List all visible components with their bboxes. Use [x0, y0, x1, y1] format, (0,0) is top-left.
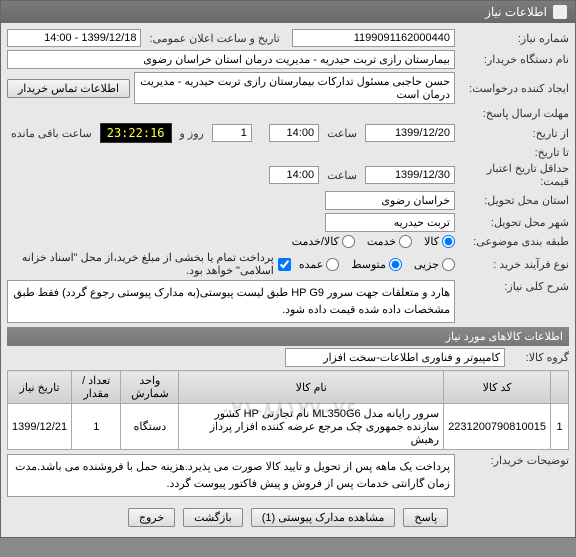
cell-n: 1 — [551, 404, 569, 450]
label-validmin: حداقل تاریخ اعتبار قیمت: — [459, 162, 569, 188]
content-area: شماره نیاز: 1199091162000440 تاریخ و ساع… — [1, 23, 575, 537]
titlebar: اطلاعات نیاز — [1, 1, 575, 23]
col-n — [551, 371, 569, 404]
radio-high[interactable]: عمده — [299, 258, 339, 271]
col-name: نام کالا — [179, 371, 444, 404]
col-qty: تعداد / مقدار — [72, 371, 121, 404]
exit-button[interactable]: خروج — [128, 508, 175, 527]
pkg-radio-group: کالا خدمت کالا/خدمت — [292, 235, 455, 248]
cell-qty: 1 — [72, 404, 121, 450]
radio-service[interactable]: خدمت — [367, 235, 412, 248]
radio-high-input[interactable] — [326, 258, 339, 271]
back-button[interactable]: بازگشت — [183, 508, 243, 527]
col-id: کد کالا — [444, 371, 551, 404]
label-reqno: شماره نیاز: — [459, 32, 569, 45]
label-desc: شرح کلی نیاز: — [459, 280, 569, 293]
proc-radio-group: جزیی متوسط عمده — [299, 258, 455, 271]
table-row[interactable]: 1 2231200790810015 سرور رایانه مدل ML350… — [8, 404, 569, 450]
label-sa3at1: ساعت — [323, 127, 361, 140]
radio-mid-input[interactable] — [389, 258, 402, 271]
cell-id: 2231200790810015 — [444, 404, 551, 450]
radio-goods[interactable]: کالا — [424, 235, 455, 248]
label-rooz: روز و — [176, 127, 208, 140]
value-buyer: بیمارستان رازی تربت حیدریه - مدیریت درما… — [7, 50, 455, 69]
cell-name: سرور رایانه مدل ML350G6 نام تجارتی HP کش… — [179, 404, 444, 450]
value-province: خراسان رضوی — [325, 191, 455, 210]
attachments-button[interactable]: مشاهده مدارک پیوستی (1) — [251, 508, 396, 527]
label-deadline: مهلت ارسال پاسخ: — [459, 107, 569, 120]
radio-service-input[interactable] — [399, 235, 412, 248]
label-proc: نوع فرآیند خرید : — [459, 258, 569, 271]
radio-goods-input[interactable] — [442, 235, 455, 248]
treasury-note: پرداخت تمام یا بخشی از مبلغ خرید،از محل … — [7, 251, 274, 277]
radio-low-input[interactable] — [442, 258, 455, 271]
window-icon — [553, 5, 567, 19]
value-desc: هارد و متعلقات جهت سرور HP G9 طبق لیست پ… — [7, 280, 455, 323]
radio-both-input[interactable] — [342, 235, 355, 248]
treasury-checkbox[interactable] — [278, 258, 291, 271]
label-sa3at2: ساعت — [323, 169, 361, 182]
label-pkg: طبقه بندی موضوعی: — [459, 235, 569, 248]
table-wrap: کد کالا نام کالا واحد شمارش تعداد / مقدا… — [7, 370, 569, 450]
radio-low[interactable]: جزیی — [414, 258, 455, 271]
value-deadline-date: 1399/12/20 — [365, 124, 455, 142]
cell-due: 1399/12/21 — [8, 404, 72, 450]
window-title: اطلاعات نیاز — [485, 5, 547, 19]
label-creator: ایجاد کننده درخواست: — [459, 82, 569, 95]
value-days: 1 — [212, 124, 252, 142]
countdown-timer: 23:22:16 — [100, 123, 172, 143]
cell-unit: دستگاه — [121, 404, 179, 450]
col-due: تاریخ نیاز — [8, 371, 72, 404]
label-remain: ساعت باقی مانده — [7, 127, 96, 140]
footer-buttons: پاسخ مشاهده مدارک پیوستی (1) بازگشت خروج — [7, 500, 569, 531]
info-window: اطلاعات نیاز شماره نیاز: 119909116200044… — [0, 0, 576, 538]
value-city: تربت حیدریه — [325, 213, 455, 232]
contact-button[interactable]: اطلاعات تماس خریدار — [7, 79, 130, 98]
label-province: استان محل تحویل: — [459, 194, 569, 207]
label-city: شهر محل تحویل: — [459, 216, 569, 229]
label-buyerdesc: توضیحات خریدار: — [459, 454, 569, 467]
value-reqno: 1199091162000440 — [292, 29, 455, 47]
value-anndate: 1399/12/18 - 14:00 — [7, 29, 141, 47]
items-section-header: اطلاعات کالاهای مورد نیاز — [7, 327, 569, 346]
label-group: گروه کالا: — [509, 351, 569, 364]
label-to: تا تاریخ: — [459, 146, 569, 159]
value-valid-date: 1399/12/30 — [365, 166, 455, 184]
value-buyerdesc: پرداخت یک ماهه پس از تحویل و تایید کالا … — [7, 454, 455, 497]
value-deadline-time: 14:00 — [269, 124, 319, 142]
col-unit: واحد شمارش — [121, 371, 179, 404]
reply-button[interactable]: پاسخ — [403, 508, 448, 527]
value-group: کامپیوتر و فناوری اطلاعات-سخت افزار — [285, 348, 505, 367]
value-valid-time: 14:00 — [269, 166, 319, 184]
label-buyer: نام دستگاه خریدار: — [459, 53, 569, 66]
radio-mid[interactable]: متوسط — [351, 258, 402, 271]
items-table: کد کالا نام کالا واحد شمارش تعداد / مقدا… — [7, 370, 569, 450]
label-anndate: تاریخ و ساعت اعلان عمومی: — [145, 32, 283, 45]
label-from: از تاریخ: — [459, 127, 569, 140]
radio-both[interactable]: کالا/خدمت — [292, 235, 355, 248]
value-creator: حسن حاجبی مسئول تدارکات بیمارستان رازی ت… — [134, 72, 455, 104]
